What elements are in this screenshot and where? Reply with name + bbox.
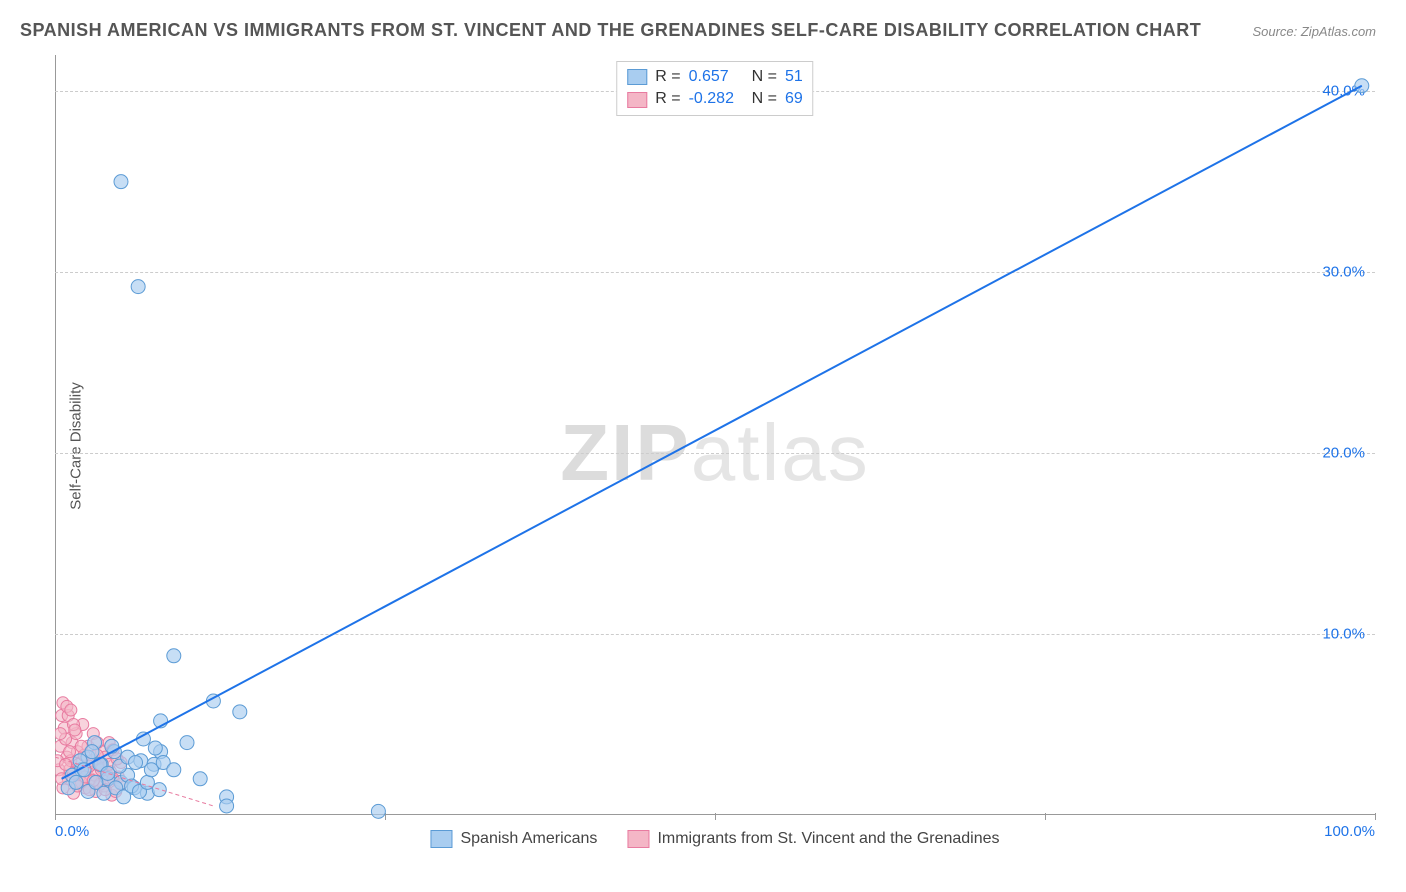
legend-swatch [627,92,647,108]
legend-top-row: R = -0.282 N = 69 [627,88,802,110]
r-value: 0.657 [689,66,744,88]
legend-label: Spanish Americans [460,830,597,848]
data-point [167,649,181,663]
plot-area: ZIPatlas 0.0%100.0% 10.0%20.0%30.0%40.0%… [55,55,1375,850]
legend-bottom-item: Spanish Americans [430,830,597,848]
x-tick-mark [1375,813,1376,820]
data-point [129,756,143,770]
n-label: N = [752,66,777,88]
legend-bottom-item: Immigrants from St. Vincent and the Gren… [627,830,999,848]
data-point [1355,79,1369,93]
n-value: 51 [785,66,803,88]
legend-swatch [430,830,452,848]
chart-title: SPANISH AMERICAN VS IMMIGRANTS FROM ST. … [20,20,1201,41]
data-point [220,799,234,813]
n-value: 69 [785,88,803,110]
data-point [85,745,99,759]
data-point [64,746,76,758]
legend-bottom: Spanish Americans Immigrants from St. Vi… [430,830,999,848]
legend-swatch [627,830,649,848]
data-point [167,763,181,777]
data-point [152,783,166,797]
r-label: R = [655,88,680,110]
r-label: R = [655,66,680,88]
legend-top: R = 0.657 N = 51 R = -0.282 N = 69 [616,61,813,116]
data-point [371,804,385,818]
trend-line [62,86,1362,779]
data-point [69,775,83,789]
data-point [114,175,128,189]
data-point [193,772,207,786]
data-point [148,741,162,755]
data-point [65,704,77,716]
legend-top-row: R = 0.657 N = 51 [627,66,802,88]
r-value: -0.282 [689,88,744,110]
scatter-svg [55,55,1375,850]
data-point [55,728,66,740]
data-point [233,705,247,719]
data-point [131,280,145,294]
legend-swatch [627,69,647,85]
legend-label: Immigrants from St. Vincent and the Gren… [657,830,999,848]
data-point [69,724,81,736]
n-label: N = [752,88,777,110]
data-point [180,736,194,750]
source-label: Source: ZipAtlas.com [1252,24,1376,39]
